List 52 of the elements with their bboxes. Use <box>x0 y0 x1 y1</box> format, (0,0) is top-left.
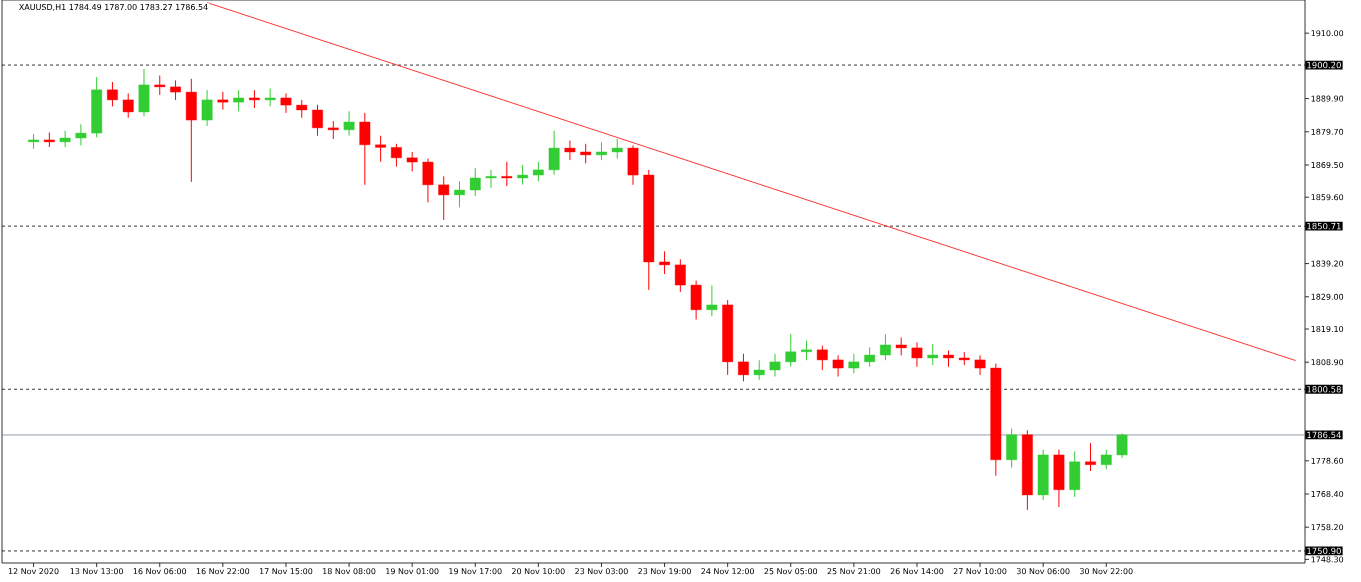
candlestick <box>674 258 686 293</box>
candlestick <box>122 92 134 119</box>
candlestick <box>517 164 528 186</box>
candlestick <box>390 143 402 168</box>
candlestick <box>753 359 765 381</box>
candlestick <box>469 167 481 197</box>
candlestick <box>75 123 87 146</box>
candlestick <box>738 353 749 382</box>
candlestick <box>501 161 513 187</box>
candlestick <box>280 92 292 114</box>
candlestick <box>848 353 860 374</box>
candlestick <box>375 135 387 163</box>
ref-line-label: 1786.54 <box>1307 431 1341 439</box>
candlestick <box>974 354 986 376</box>
candlestick <box>769 353 781 378</box>
candlestick <box>564 140 576 161</box>
candlestick <box>233 89 245 112</box>
candlestick <box>832 354 844 378</box>
candlestick <box>59 130 71 148</box>
candlestick <box>170 79 181 101</box>
candlestick <box>532 161 544 182</box>
candlestick <box>1116 432 1128 459</box>
candlestick <box>422 157 434 203</box>
candlestick <box>217 91 229 111</box>
candlestick <box>454 180 465 208</box>
candlestick <box>864 346 876 368</box>
candlestick <box>359 112 371 186</box>
candlestick <box>485 169 497 189</box>
candlestick <box>927 343 939 366</box>
candlestick <box>107 81 118 107</box>
candlestick <box>343 110 355 137</box>
ref-line-label: 1800.58 <box>1307 386 1341 393</box>
candlestick <box>611 138 623 159</box>
candlestick <box>438 175 450 221</box>
candlestick <box>1085 442 1096 472</box>
candlestick <box>312 104 323 137</box>
candlestick <box>785 333 797 368</box>
ref-line-label: 1900.20 <box>1307 61 1341 69</box>
candlestick <box>201 89 213 127</box>
ref-line-label: 1750.90 <box>1307 547 1341 555</box>
ref-line-label: 1850.71 <box>1307 222 1341 230</box>
candlestick <box>706 284 718 317</box>
candlestick <box>801 340 812 361</box>
candlestick <box>911 341 923 368</box>
candlestick <box>880 333 891 361</box>
candlestick <box>659 250 670 275</box>
candlestick <box>580 143 592 164</box>
candlestick <box>1100 449 1112 470</box>
candlestick <box>154 74 166 96</box>
candlestick <box>406 151 418 172</box>
candlestick <box>548 130 560 176</box>
candlestick <box>816 345 828 371</box>
